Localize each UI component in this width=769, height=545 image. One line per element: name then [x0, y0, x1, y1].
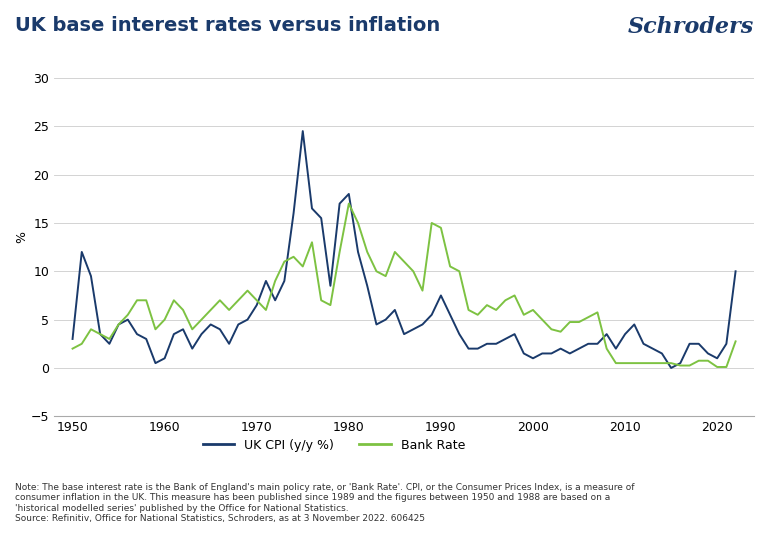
Text: UK base interest rates versus inflation: UK base interest rates versus inflation — [15, 16, 441, 35]
Y-axis label: %: % — [15, 232, 28, 244]
Text: Note: The base interest rate is the Bank of England's main policy rate, or 'Bank: Note: The base interest rate is the Bank… — [15, 483, 635, 523]
Text: Schroders: Schroders — [628, 16, 754, 38]
Legend: UK CPI (y/y %), Bank Rate: UK CPI (y/y %), Bank Rate — [198, 433, 470, 457]
